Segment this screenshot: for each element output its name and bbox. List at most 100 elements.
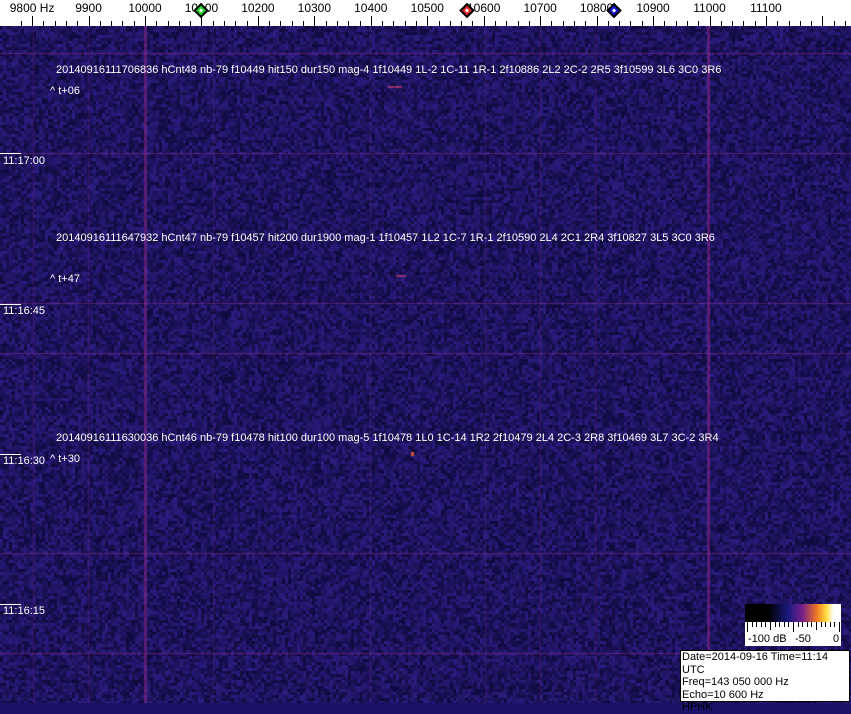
axis-tick xyxy=(585,21,586,26)
axis-tick xyxy=(21,21,22,26)
axis-tick-label: 10800 xyxy=(579,1,614,15)
colorbar-tick xyxy=(760,622,762,627)
colorbar-tick xyxy=(788,622,790,627)
colorbar-tick xyxy=(779,622,781,627)
colorbar-label-mid: -50 xyxy=(795,633,811,645)
colorbar-label-max: 0 xyxy=(833,633,840,645)
detection-text: 20140916111706836 hCnt48 nb-79 f10449 hi… xyxy=(56,64,722,76)
axis-tick xyxy=(472,21,473,26)
time-marker-line xyxy=(0,454,21,455)
axis-tick xyxy=(495,21,496,26)
axis-tick xyxy=(484,16,485,26)
axis-tick xyxy=(314,16,315,26)
axis-tick-label: 9900 xyxy=(75,1,102,15)
colorbar-tick xyxy=(797,622,799,627)
axis-tick xyxy=(258,16,259,26)
colorbar-label-min: -100 dB xyxy=(748,633,787,645)
colorbar-gradient xyxy=(745,604,841,622)
axis-tick xyxy=(303,21,304,26)
axis-tick-label: 9800 Hz xyxy=(9,1,55,15)
axis-tick xyxy=(427,16,428,26)
axis-tick xyxy=(766,16,767,26)
axis-tick-label: 10400 xyxy=(354,1,388,15)
time-label: 11:16:45 xyxy=(3,305,46,317)
axis-tick xyxy=(168,21,169,26)
axis-tick xyxy=(529,21,530,26)
colorbar-tick xyxy=(806,622,808,627)
axis-tick xyxy=(190,21,191,26)
axis-tick xyxy=(563,21,564,26)
axis-tick xyxy=(55,21,56,26)
detection-offset: ^ t+06 xyxy=(50,85,80,97)
colorbar-tick xyxy=(829,622,831,627)
axis-tick xyxy=(66,21,67,26)
info-echo: Echo=10 600 Hz xyxy=(682,688,764,701)
axis-tick xyxy=(551,21,552,26)
time-marker-line xyxy=(0,153,21,154)
time-label: 11:16:30 xyxy=(3,455,46,467)
axis-tick xyxy=(822,16,823,26)
axis-tick xyxy=(461,21,462,26)
axis-tick xyxy=(156,21,157,26)
colorbar-tick xyxy=(747,622,748,632)
detection-offset: ^ t+30 xyxy=(50,453,80,465)
axis-tick xyxy=(393,21,394,26)
colorbar-tick xyxy=(783,622,785,627)
axis-tick xyxy=(292,21,293,26)
axis-tick xyxy=(201,16,202,26)
axis-tick-label: 10000 xyxy=(128,1,162,15)
axis-tick-label: 11000 xyxy=(693,1,726,15)
axis-tick xyxy=(743,21,744,26)
frequency-axis: 9800 Hz990010000101001020010300104001050… xyxy=(0,0,851,26)
axis-tick xyxy=(235,21,236,26)
colorbar-tick xyxy=(765,622,767,627)
axis-tick xyxy=(371,16,372,26)
axis-tick xyxy=(755,21,756,26)
axis-tick-label: 10700 xyxy=(523,1,557,15)
axis-tick xyxy=(100,21,101,26)
axis-tick xyxy=(506,21,507,26)
axis-tick xyxy=(416,21,417,26)
axis-tick-label: 10500 xyxy=(410,1,444,15)
axis-tick-label: 10600 xyxy=(467,1,501,15)
axis-tick xyxy=(326,21,327,26)
axis-tick xyxy=(450,21,451,26)
colorbar-tick xyxy=(825,622,827,627)
info-box: Date=2014-09-16 Time=11:14 UTC Freq=143 … xyxy=(680,650,850,713)
time-marker-line xyxy=(0,304,21,305)
axis-tick xyxy=(518,21,519,26)
axis-tick xyxy=(608,21,609,26)
axis-tick-label: 10300 xyxy=(297,1,332,15)
axis-tick xyxy=(664,21,665,26)
axis-tick xyxy=(134,21,135,26)
axis-tick xyxy=(224,21,225,26)
axis-tick xyxy=(348,21,349,26)
axis-tick xyxy=(811,21,812,26)
axis-tick xyxy=(439,21,440,26)
axis-tick xyxy=(777,21,778,26)
info-freq: Freq=143 050 000 Hz xyxy=(682,676,789,688)
axis-tick xyxy=(698,21,699,26)
axis-tick xyxy=(337,21,338,26)
colorbar-tick xyxy=(802,622,804,627)
axis-tick xyxy=(710,16,711,26)
colorbar-tick xyxy=(816,622,817,630)
axis-tick xyxy=(360,21,361,26)
axis-tick xyxy=(574,21,575,26)
axis-tick xyxy=(89,16,90,26)
detection-text: 20140916111630036 hCnt46 nb-79 f10478 hi… xyxy=(56,432,719,444)
axis-tick xyxy=(732,21,733,26)
axis-tick xyxy=(687,21,688,26)
spectrogram xyxy=(0,26,851,703)
axis-tick xyxy=(247,21,248,26)
axis-tick xyxy=(845,21,846,26)
axis-tick xyxy=(642,21,643,26)
axis-tick xyxy=(630,21,631,26)
colorbar-tick xyxy=(834,622,836,627)
colorbar-tick xyxy=(751,622,753,627)
axis-tick xyxy=(405,21,406,26)
axis-tick xyxy=(77,21,78,26)
colorbar-tick xyxy=(774,622,776,627)
colorbar-tick xyxy=(793,622,794,632)
time-label: 11:16:15 xyxy=(3,605,46,617)
